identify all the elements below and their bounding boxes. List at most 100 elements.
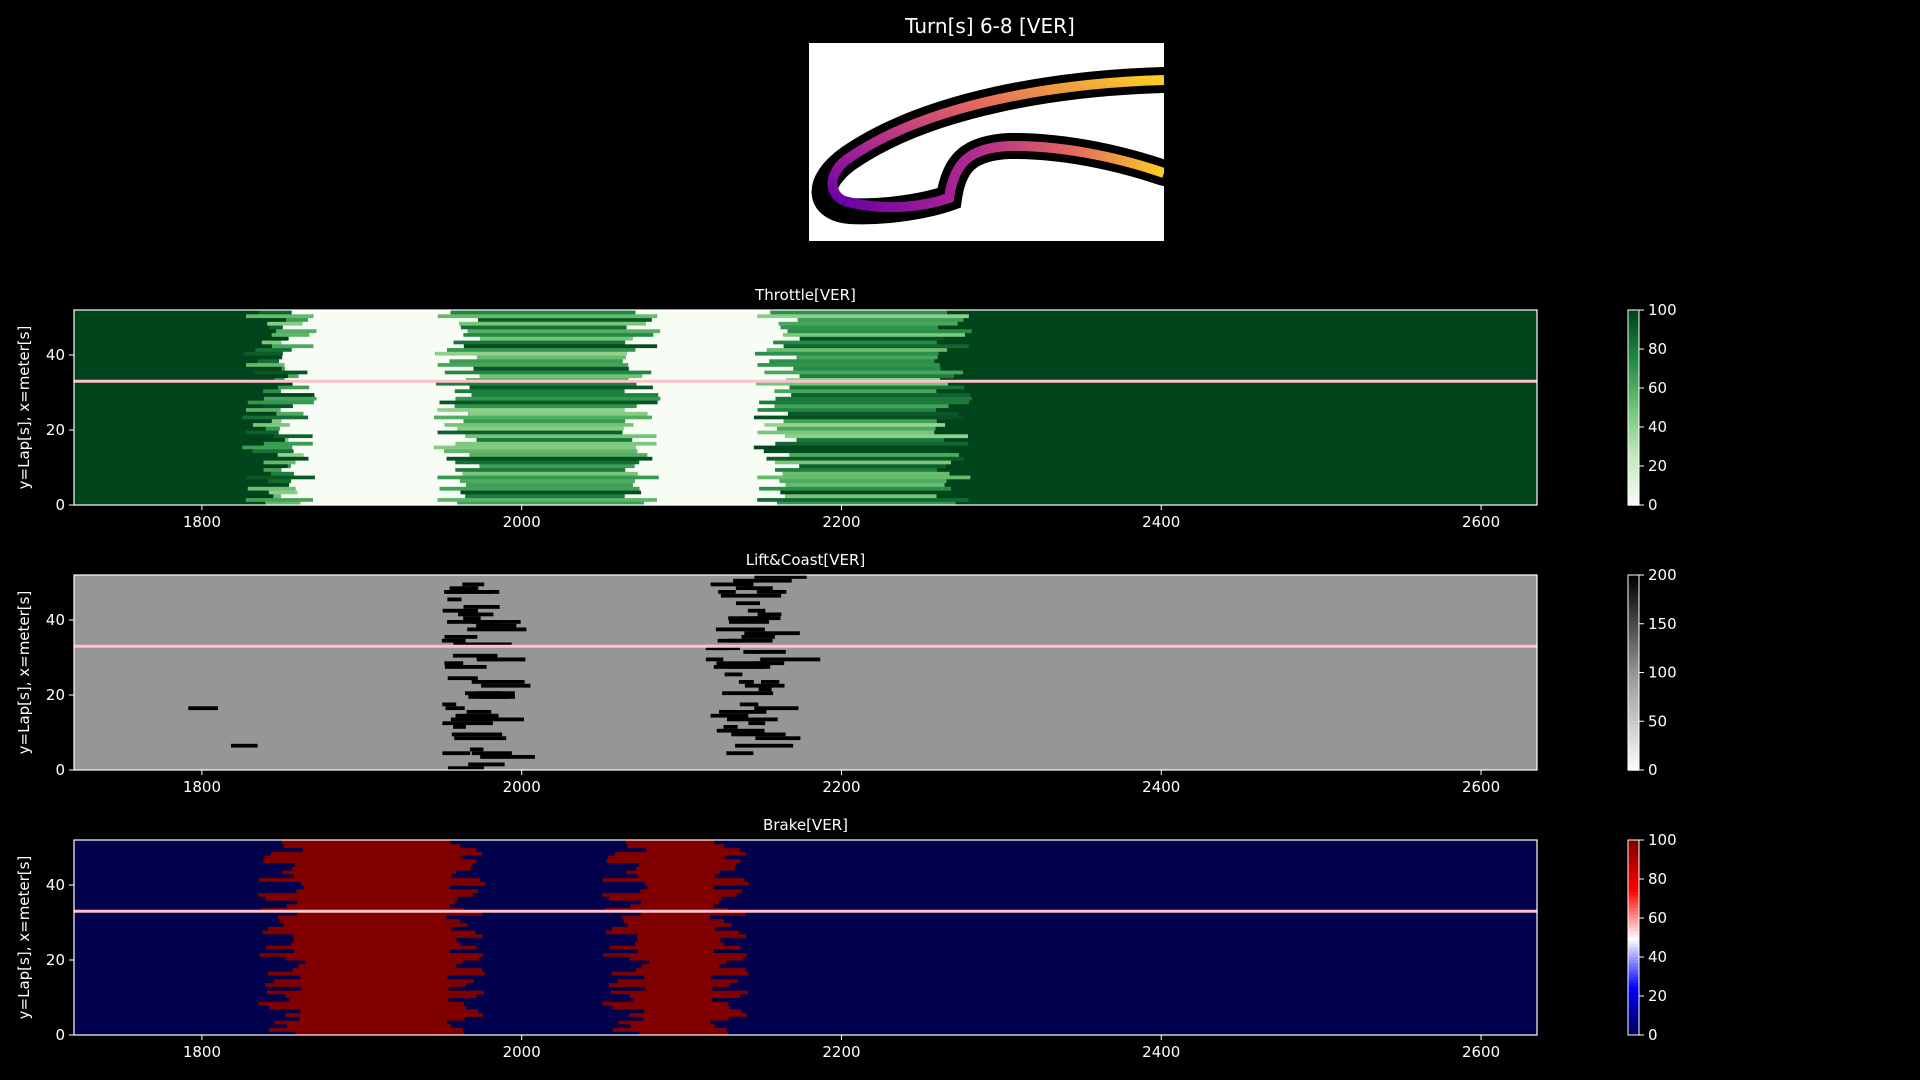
colorbar-step [1628,986,1639,991]
heatmap-cell [271,418,282,424]
heatmap-cell [74,437,285,442]
heatmap-cell [746,933,1537,939]
heatmap-cell [454,403,637,409]
heatmap-cell [74,851,271,856]
track-line-top [827,75,1164,206]
colorbar-step [1628,888,1639,893]
y-tick-label: 20 [46,951,65,969]
heatmap-cell [244,381,293,386]
colorbar-step [1628,989,1639,994]
heatmap-cell [785,493,937,499]
lift-coast-event [458,612,494,617]
heatmap-cell [606,930,740,935]
heatmap-cell [259,952,484,957]
heatmap-cell [948,381,1537,386]
colorbar-step [1628,760,1639,765]
heatmap-cell [254,456,309,461]
heatmap-cell [624,388,775,394]
colorbar-step [1628,453,1639,457]
heatmap-cell [636,967,746,972]
heatmap-cell [74,855,265,860]
colorbar-step [1628,875,1639,880]
heatmap-cell [291,478,460,484]
heatmap-cell [439,486,640,491]
figure-title: Turn[s] 6-8 [VER] [905,14,1075,38]
heatmap-cell [74,321,268,326]
lift-coast-event [754,575,807,579]
heatmap-cell [468,411,648,416]
heatmap-cell [644,881,749,886]
heatmap-cell [242,445,293,450]
heatmap-cell [759,486,952,491]
heatmap-cell [653,332,784,337]
heatmap-cell [936,493,1537,499]
heatmap-cell [255,347,292,352]
colorbar-step [1628,885,1639,890]
heatmap-cell [277,385,310,390]
colorbar-step [1628,575,1639,579]
heatmap-cell [472,862,639,867]
colorbar-step [1628,388,1639,392]
heatmap-cell [608,896,722,901]
colorbar-step [1628,339,1639,344]
lift-coast-event [759,586,773,591]
colorbar-step [1628,692,1639,696]
heatmap-cell [611,971,749,976]
colorbar-step [1628,921,1639,926]
heatmap-cell [755,351,939,356]
heatmap-cell [777,501,956,506]
colorbar-step [1628,740,1639,745]
colorbar-step [1628,653,1639,657]
lift-coast-event [448,766,484,771]
heatmap-cell [745,911,1537,916]
heatmap-cell [484,971,612,976]
heatmap-cell [456,937,638,942]
x-tick-label: 2000 [503,513,541,531]
heatmap-cell [281,340,454,345]
heatmap-cell [643,1016,729,1021]
heatmap-cell [74,358,258,364]
colorbar-step [1628,440,1639,444]
heatmap-cell [74,907,262,912]
heatmap-cell [939,362,1537,367]
lift-coast-event [468,762,505,767]
heatmap-cell [266,945,477,950]
heatmap-cell [936,418,1537,424]
heatmap-cell [292,866,471,871]
colorbar-step [1628,495,1639,500]
heatmap-cell [951,486,1537,491]
heatmap-cell [644,975,712,980]
heatmap-cell [74,366,282,371]
heatmap-cell [462,960,650,965]
chart-title: Throttle[VER] [754,286,856,304]
heatmap-cell [461,325,627,330]
colorbar-step [1628,705,1639,709]
heatmap-cell [278,430,438,435]
lift-coast-event [453,642,473,647]
heatmap-cell [712,997,1537,1002]
heatmap-cell [641,490,781,495]
colorbar-step [1628,617,1639,622]
heatmap-cell [614,851,746,856]
colorbar-step [1628,597,1639,602]
colorbar-step [1628,581,1639,586]
heatmap-cell [954,373,1537,379]
heatmap-cell [270,851,482,856]
colorbar-step [1628,420,1639,425]
colorbar-step [1628,604,1639,609]
heatmap-cell [651,317,798,322]
heatmap-cell [657,313,758,319]
heatmap-cell [779,478,947,484]
heatmap-cell [479,956,630,961]
heatmap-cell [461,855,609,860]
heatmap-cell [74,930,263,935]
heatmap-cell [968,441,1537,446]
heatmap-cell [284,437,289,442]
lift-coast-event [447,597,462,602]
y-axis-label: y=Lap[s], x=meter[s] [15,856,33,1020]
colorbar-tick-label: 150 [1648,615,1677,633]
heatmap-cell [74,1001,259,1006]
heatmap-cell [300,881,485,886]
colorbar-step [1628,475,1639,480]
heatmap-cell [74,870,283,875]
